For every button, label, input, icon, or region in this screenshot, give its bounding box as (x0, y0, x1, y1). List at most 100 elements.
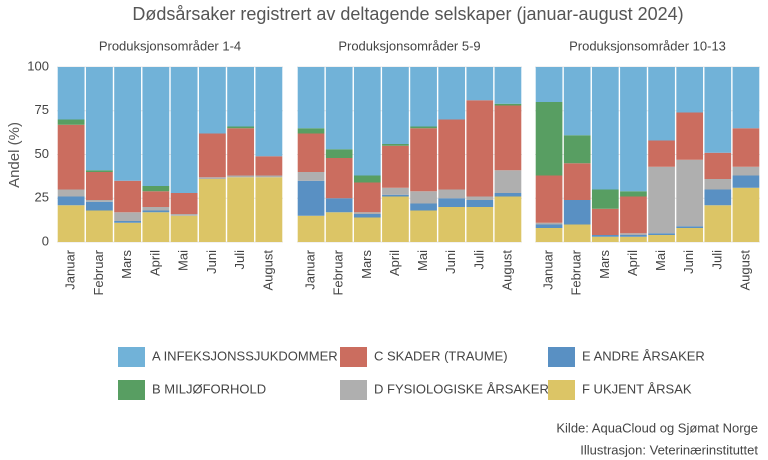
legend-label: A INFEKSJONSSJUKDOMMER (152, 348, 338, 363)
x-tick-label: Mars (359, 250, 374, 279)
bar-segment (170, 214, 198, 216)
bar-segment (142, 67, 170, 186)
panel-title: Produksjonsområder 1-4 (99, 38, 241, 53)
x-tick-label: Juni (443, 250, 458, 274)
panel-title: Produksjonsområder 10-13 (569, 38, 726, 53)
bar-segment (620, 235, 647, 237)
bar-segment (85, 201, 113, 211)
bar-segment (297, 133, 325, 172)
bar-segment (591, 189, 619, 209)
bar-segment (494, 103, 522, 106)
bar-segment (438, 119, 466, 190)
bar-segment (591, 236, 619, 242)
bar-segment (227, 175, 255, 178)
bar-segment (142, 207, 170, 211)
bar-segment (297, 180, 325, 216)
bar-segment (353, 67, 381, 176)
bar-segment (438, 207, 466, 242)
bar-segment (85, 67, 113, 171)
bar-segment (648, 235, 675, 242)
bar-segment (170, 67, 198, 193)
bar-segment (438, 198, 466, 207)
x-tick-label: Juli (232, 250, 247, 270)
x-tick-label: Februar (331, 249, 346, 295)
bar-segment (466, 196, 494, 200)
y-tick-label: 25 (35, 190, 49, 205)
y-tick-label: 0 (42, 233, 49, 248)
bar-segment (535, 102, 563, 176)
x-tick-label: Mai (415, 250, 430, 271)
bar-segment (410, 128, 437, 192)
bar-segment (494, 196, 522, 242)
bar-segment (198, 177, 226, 179)
bar-segment (620, 196, 647, 234)
bar-segment (494, 170, 522, 193)
bar-segment (535, 67, 563, 102)
bar-segment (255, 175, 283, 178)
bar-segment (563, 224, 591, 242)
bar-segment (648, 233, 675, 235)
x-tick-label: Mars (119, 250, 134, 279)
bar-segment (410, 191, 437, 204)
x-tick-label: April (625, 250, 640, 276)
bar-segment (382, 144, 409, 146)
bar-segment (353, 175, 381, 183)
x-tick-label: Mai (176, 250, 191, 271)
bar-segment (732, 128, 760, 167)
x-tick-label: Februar (91, 249, 106, 295)
bar-segment (114, 221, 142, 223)
legend-label: B MILJØFORHOLD (152, 381, 266, 396)
bar-segment (732, 187, 760, 242)
x-tick-label: Januar (63, 249, 78, 289)
bar-segment (325, 149, 353, 158)
bar-segment (353, 217, 381, 242)
bar-segment (114, 222, 142, 242)
x-tick-label: April (387, 250, 402, 276)
bar-segment (648, 140, 675, 167)
bar-segment (57, 124, 85, 190)
x-tick-label: Januar (541, 249, 556, 289)
legend-swatch (548, 380, 575, 400)
chart-title: Dødsårsaker registrert av deltagende sel… (132, 4, 683, 24)
bar-segment (382, 67, 409, 144)
bar-segment (325, 67, 353, 150)
bar-segment (57, 205, 85, 242)
bar-segment (114, 180, 142, 213)
legend-swatch (118, 347, 145, 367)
bar-segment (85, 170, 113, 172)
y-tick-label: 75 (35, 102, 49, 117)
bar-segment (325, 198, 353, 213)
bar-segment (382, 196, 409, 242)
bar-segment (466, 67, 494, 101)
bar-segment (198, 133, 226, 178)
bar-segment (142, 210, 170, 213)
bar-segment (704, 67, 732, 153)
bar-segment (57, 119, 85, 125)
legend-label: E ANDRE ÅRSAKER (582, 348, 705, 363)
bar-segment (648, 67, 675, 141)
bar-segment (227, 126, 255, 129)
bar-segment (382, 187, 409, 195)
bar-segment (563, 67, 591, 136)
bar-segment (466, 207, 494, 242)
bar-segment (114, 212, 142, 221)
bar-segment (297, 172, 325, 181)
y-tick-label: 50 (35, 146, 49, 161)
legend-swatch (548, 347, 575, 367)
bar-segment (255, 67, 283, 157)
x-tick-label: Februar (569, 249, 584, 295)
bar-segment (353, 182, 381, 213)
bar-segment (85, 172, 113, 200)
bar-segment (382, 194, 409, 197)
credit: Illustrasjon: Veterinærinstituttet (580, 442, 758, 457)
bar-segment (227, 67, 255, 127)
bar-segment (198, 67, 226, 134)
bar-segment (676, 228, 704, 242)
bar-segment (676, 112, 704, 160)
bar-segment (57, 196, 85, 206)
bar-segment (325, 158, 353, 199)
bar-segment (325, 212, 353, 242)
bar-segment (142, 212, 170, 242)
bar-segment (494, 193, 522, 197)
